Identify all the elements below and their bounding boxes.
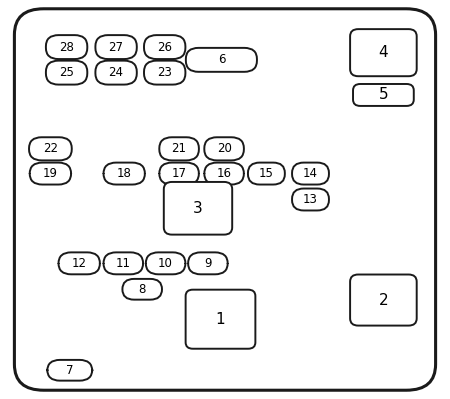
- Text: 4: 4: [378, 45, 388, 60]
- Text: 22: 22: [43, 142, 58, 155]
- Text: 15: 15: [259, 167, 274, 180]
- FancyBboxPatch shape: [188, 253, 228, 275]
- FancyBboxPatch shape: [350, 29, 417, 76]
- FancyBboxPatch shape: [95, 61, 137, 85]
- FancyBboxPatch shape: [14, 9, 436, 390]
- Text: 7: 7: [66, 364, 73, 377]
- FancyBboxPatch shape: [144, 35, 185, 59]
- FancyBboxPatch shape: [292, 163, 329, 185]
- FancyBboxPatch shape: [122, 279, 162, 300]
- Text: 8: 8: [139, 283, 146, 296]
- Text: 10: 10: [158, 257, 173, 270]
- Text: 9: 9: [204, 257, 212, 270]
- FancyBboxPatch shape: [353, 84, 414, 106]
- Text: 3: 3: [193, 201, 203, 216]
- FancyBboxPatch shape: [146, 253, 185, 275]
- Text: 25: 25: [59, 66, 74, 79]
- FancyBboxPatch shape: [292, 189, 329, 211]
- Text: 18: 18: [117, 167, 132, 180]
- FancyBboxPatch shape: [185, 290, 256, 349]
- Text: 14: 14: [303, 167, 318, 180]
- FancyBboxPatch shape: [204, 163, 244, 185]
- FancyBboxPatch shape: [144, 61, 185, 85]
- Text: 6: 6: [218, 53, 225, 66]
- FancyBboxPatch shape: [29, 137, 72, 160]
- Text: 23: 23: [157, 66, 172, 79]
- Text: 24: 24: [108, 66, 124, 79]
- Text: 11: 11: [116, 257, 131, 270]
- Text: 2: 2: [378, 292, 388, 308]
- Text: 5: 5: [378, 87, 388, 103]
- FancyBboxPatch shape: [46, 61, 87, 85]
- FancyBboxPatch shape: [159, 137, 199, 160]
- FancyBboxPatch shape: [350, 275, 417, 326]
- Text: 13: 13: [303, 193, 318, 206]
- Text: 28: 28: [59, 41, 74, 53]
- Text: 26: 26: [157, 41, 172, 53]
- FancyBboxPatch shape: [204, 137, 244, 160]
- Text: 27: 27: [108, 41, 124, 53]
- FancyBboxPatch shape: [164, 182, 232, 235]
- FancyBboxPatch shape: [30, 163, 71, 185]
- FancyBboxPatch shape: [58, 253, 100, 275]
- Text: 1: 1: [216, 312, 225, 327]
- FancyBboxPatch shape: [46, 35, 87, 59]
- Text: 21: 21: [171, 142, 187, 155]
- Text: 16: 16: [216, 167, 232, 180]
- Text: 19: 19: [43, 167, 58, 180]
- FancyBboxPatch shape: [104, 253, 143, 275]
- FancyBboxPatch shape: [186, 48, 257, 72]
- Text: 20: 20: [216, 142, 232, 155]
- Text: 17: 17: [171, 167, 187, 180]
- FancyBboxPatch shape: [47, 360, 92, 381]
- FancyBboxPatch shape: [104, 163, 145, 185]
- FancyBboxPatch shape: [159, 163, 199, 185]
- Text: 12: 12: [72, 257, 87, 270]
- FancyBboxPatch shape: [248, 163, 285, 185]
- FancyBboxPatch shape: [95, 35, 137, 59]
